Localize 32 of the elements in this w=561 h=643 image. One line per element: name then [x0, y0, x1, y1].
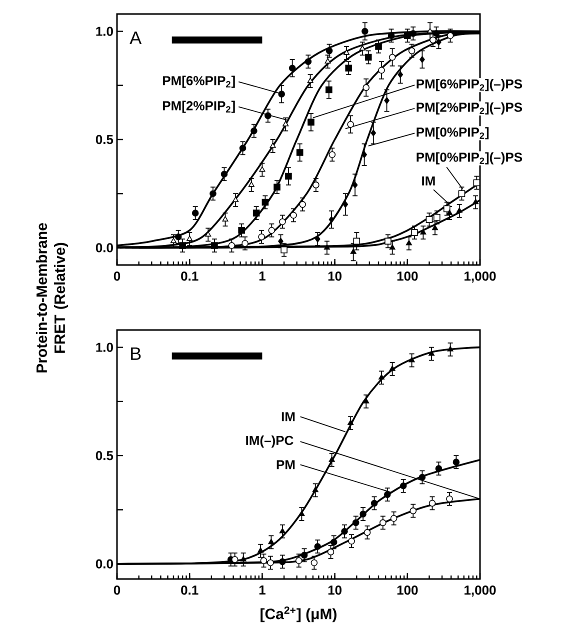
x-tick-label: 1	[259, 272, 266, 280]
y-tick-label: 1.0	[96, 26, 113, 36]
text: B	[131, 347, 141, 360]
annotation: PM[6%PIP$_{2}$](–)PS	[416, 78, 522, 92]
x-tick-label: 100	[397, 586, 418, 595]
x-tick-label: 1,000	[464, 272, 496, 283]
annotation: IM	[282, 412, 295, 422]
x-tick-label: 1	[259, 586, 266, 594]
x-tick-label: 100	[397, 272, 418, 281]
annotation: PM[2%PIP$_{2}$](–)PS	[416, 102, 522, 114]
x-tick-label: 0	[114, 586, 120, 595]
y-tick-label: 0.5	[96, 450, 114, 460]
y-tick-label: 0.0	[96, 559, 113, 568]
annotation: PM[0%PIP$_{2}$](–)PS	[416, 152, 522, 164]
annotation: PM[0%PIP$_{2}$]	[416, 127, 489, 140]
x-axis-title: [Ca$^{2+}$] (μM)	[260, 606, 336, 622]
annotation: PM[6%PIP$_{2}$]	[163, 76, 235, 88]
x-tick-label: 0	[114, 272, 120, 281]
x-tick-label: 1,000	[464, 586, 496, 597]
x-tick-label: 10	[328, 586, 342, 595]
x-tick-label: 0.1	[181, 586, 198, 595]
y-axis-title: Protein-to-Membrane FRET (Relative)	[36, 223, 68, 372]
y-tick-label: 0.5	[96, 134, 114, 144]
annotation: IM(–)PC	[246, 435, 294, 448]
x-tick-label: 0.1	[181, 272, 198, 281]
y-tick-label: 1.0	[96, 342, 113, 352]
annotation: PM[2%PIP$_{2}$]	[163, 100, 235, 113]
y-tick-label: 0.0	[96, 243, 113, 252]
annotation: PM	[276, 460, 295, 470]
x-tick-label: 10	[328, 272, 342, 281]
annotation: IM	[422, 176, 435, 186]
text: A	[130, 32, 142, 44]
